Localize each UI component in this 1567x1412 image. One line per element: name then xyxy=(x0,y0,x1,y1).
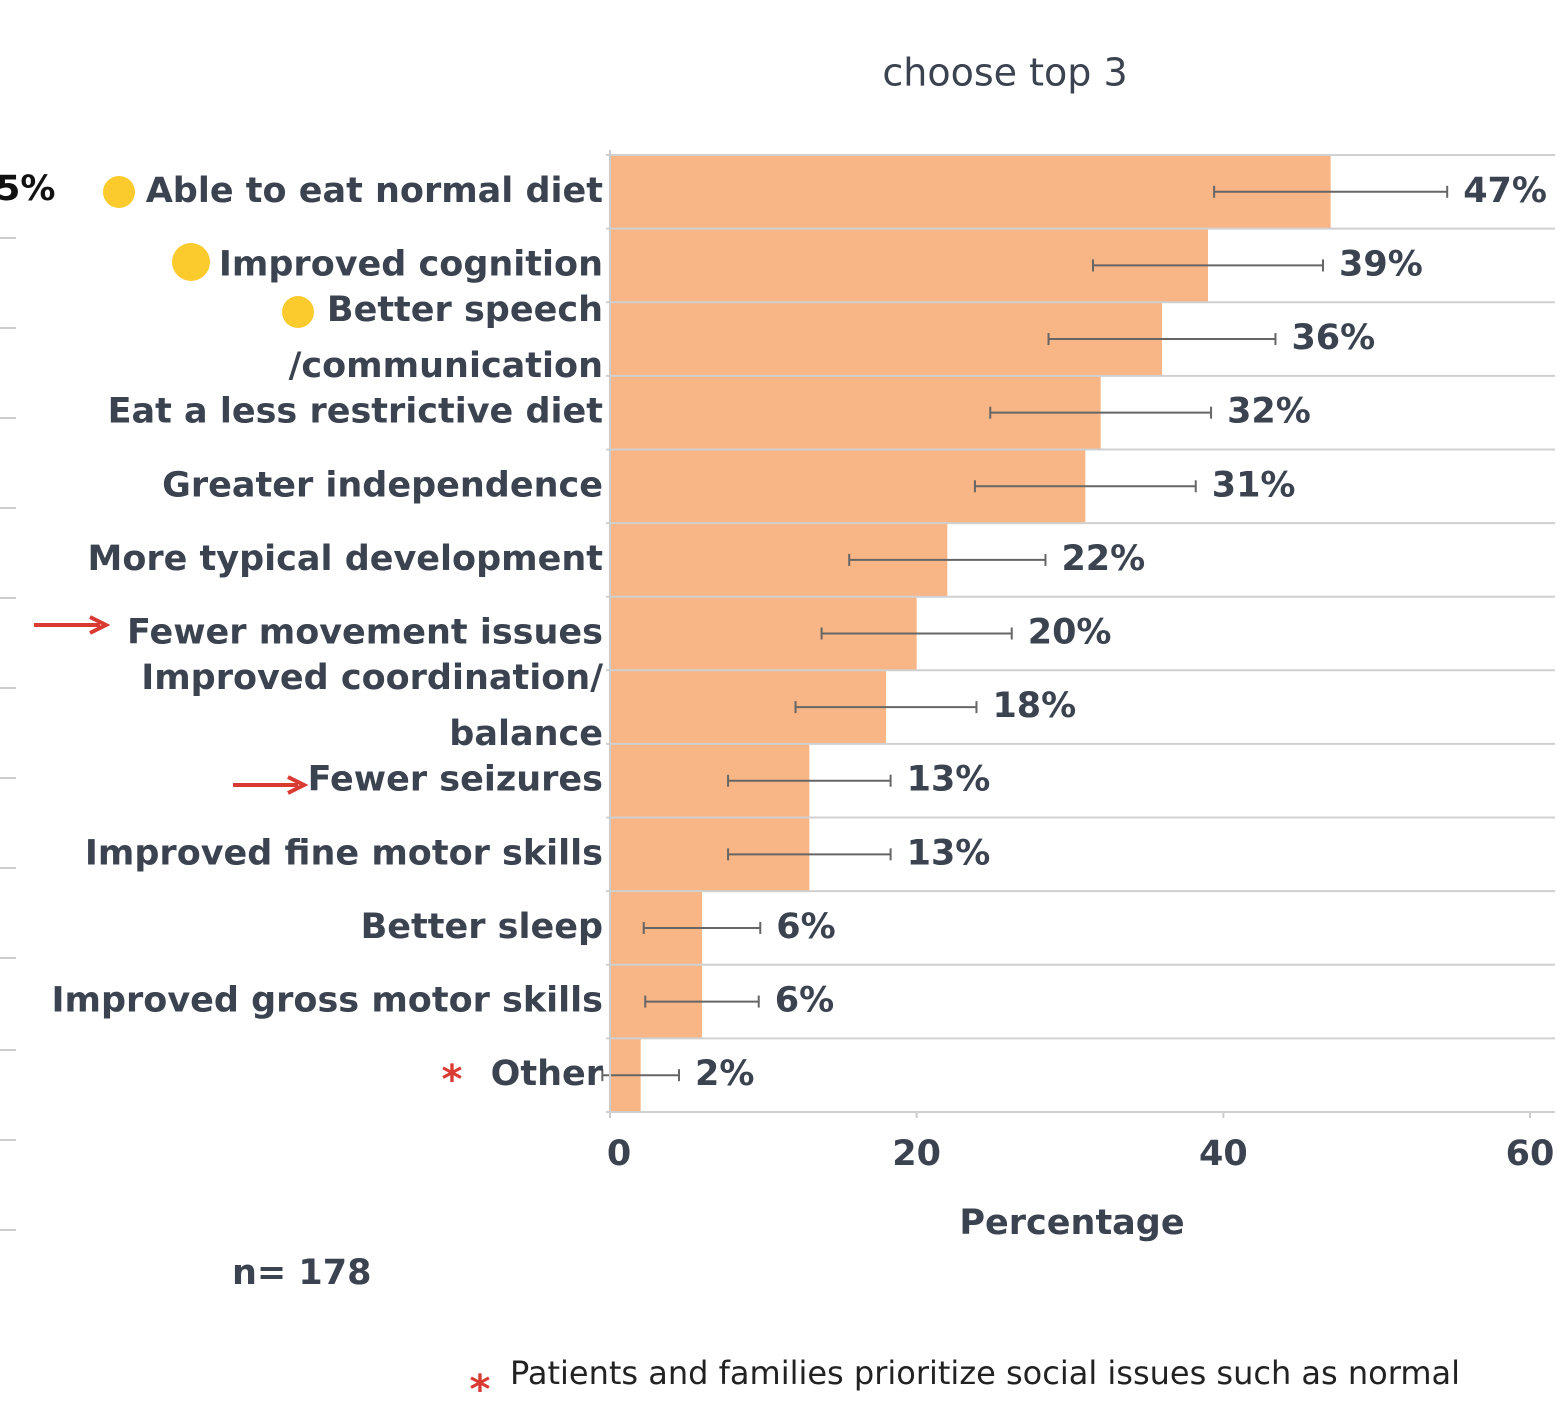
bar xyxy=(610,155,1331,229)
arrow-head xyxy=(89,615,111,635)
value-label: 36% xyxy=(1291,318,1375,358)
chart-title: choose top 3 xyxy=(882,51,1127,95)
value-label: 2% xyxy=(695,1054,754,1094)
error-bar xyxy=(727,848,892,861)
value-label: 31% xyxy=(1212,465,1296,505)
highlight-dot xyxy=(282,296,314,328)
category-label: Fewer seizures xyxy=(308,760,603,800)
error-bar xyxy=(1092,259,1324,272)
error-bar xyxy=(1047,333,1277,346)
x-tick-label: 60 xyxy=(1506,1134,1555,1174)
error-bar xyxy=(820,627,1013,640)
highlight-dot xyxy=(172,243,210,281)
value-label: 6% xyxy=(775,981,834,1021)
x-axis-label: Percentage xyxy=(959,1203,1184,1243)
category-label: Able to eat normal diet xyxy=(146,171,603,211)
error-bar xyxy=(1213,185,1449,198)
category-label: Improved fine motor skills xyxy=(85,833,603,873)
category-marker: * xyxy=(442,1057,463,1103)
category-label: Improved gross motor skills xyxy=(51,981,603,1021)
arrow-head xyxy=(287,775,309,795)
value-label: 39% xyxy=(1339,244,1423,284)
highlight-dot xyxy=(103,176,135,208)
category-label: Better speech/communication xyxy=(289,290,603,386)
footnote-marker: * xyxy=(470,1367,491,1412)
error-bar xyxy=(601,1069,680,1082)
x-tick-label: 0 xyxy=(607,1134,631,1174)
value-label: 20% xyxy=(1028,613,1112,653)
value-label: 18% xyxy=(992,686,1076,726)
value-label: 22% xyxy=(1061,539,1145,579)
x-tick-label: 20 xyxy=(892,1134,941,1174)
error-bar xyxy=(989,406,1213,419)
value-label: 13% xyxy=(907,833,991,873)
error-bar xyxy=(973,480,1197,493)
category-label: Improved cognition xyxy=(219,244,603,284)
error-bar xyxy=(794,701,978,714)
category-label: Improved coordination/balance xyxy=(141,658,603,754)
category-label: Eat a less restrictive diet xyxy=(108,392,603,432)
error-bar xyxy=(727,774,892,787)
error-bar xyxy=(644,995,760,1008)
value-label: 32% xyxy=(1227,392,1311,432)
x-tick-label: 40 xyxy=(1199,1134,1248,1174)
category-label: Greater independence xyxy=(162,465,603,505)
error-bar xyxy=(642,921,762,934)
category-label: Other xyxy=(491,1054,604,1094)
value-label: 6% xyxy=(776,907,835,947)
value-label: 13% xyxy=(907,760,991,800)
footnote: Patients and families prioritize social … xyxy=(510,1354,1460,1392)
clipped-label: 5% xyxy=(0,169,55,209)
category-label: Fewer movement issues xyxy=(127,613,603,653)
error-bar xyxy=(848,553,1047,566)
left-edge-ticks xyxy=(0,237,16,1231)
category-label: More typical development xyxy=(88,539,604,579)
sample-size: n= 178 xyxy=(232,1253,372,1293)
category-label: Better sleep xyxy=(361,907,603,947)
value-label: 47% xyxy=(1463,171,1547,211)
